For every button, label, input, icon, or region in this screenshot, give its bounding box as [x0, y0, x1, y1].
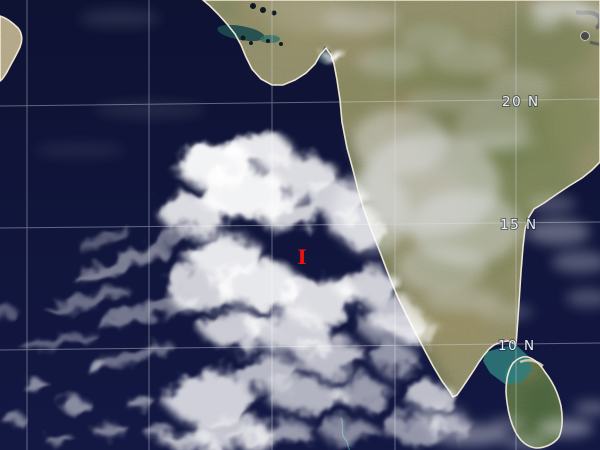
label-10n: 10 N: [498, 338, 536, 354]
cloud-layer-storm: [161, 46, 470, 450]
latitude-labels: 20 N 15 N 10 N: [497, 93, 540, 355]
adams-bridge: [519, 358, 544, 367]
shallow-water-palk: [483, 344, 532, 384]
storm-position-marker-icon: I: [297, 245, 306, 269]
lagoon: [505, 366, 517, 384]
label-15n: 15 N: [500, 217, 538, 233]
label-20n: 20 N: [502, 94, 540, 110]
